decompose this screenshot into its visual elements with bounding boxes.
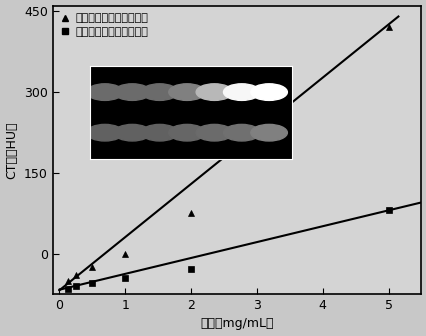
Legend: 充填槐耳多糖的二氧化锦, 充填离子液体的二氧化锦: 充填槐耳多糖的二氧化锦, 充填离子液体的二氧化锦 [58,11,150,39]
Y-axis label: CT值（HU）: CT值（HU） [6,121,18,179]
X-axis label: 浓度（mg/mL）: 浓度（mg/mL） [200,318,273,330]
